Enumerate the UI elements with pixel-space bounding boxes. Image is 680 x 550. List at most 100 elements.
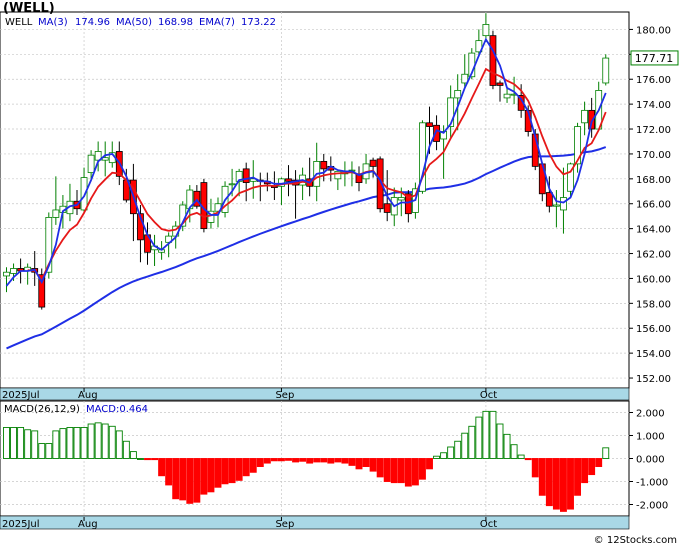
- macd-bar-positive: [80, 427, 88, 459]
- candle-up: [334, 170, 342, 180]
- ma50-line-group: [6, 146, 607, 350]
- macd-bar-negative: [186, 458, 194, 504]
- ma3-line: [5, 37, 607, 287]
- macd-bar-negative: [285, 458, 292, 461]
- candle-up: [447, 97, 455, 127]
- macd-bar-positive: [59, 428, 67, 459]
- candle-up: [397, 197, 405, 201]
- macd-bar-negative: [538, 458, 546, 496]
- macd-bar-negative: [369, 458, 377, 472]
- macd-bar-negative: [574, 458, 581, 496]
- legend-ma50-value: 168.98: [158, 17, 193, 28]
- candle-down: [545, 192, 553, 207]
- macd-x-axis: 2025Jul Aug Sep Oct: [2, 517, 497, 530]
- macd-bar-positive: [17, 427, 25, 459]
- legend-ema7-label: EMA(7): [199, 17, 235, 28]
- legend-ma50-label: MA(50): [116, 17, 152, 28]
- legend-ma3-value: 174.96: [75, 17, 110, 28]
- legend-ticker: WELL: [5, 17, 33, 28]
- macd-bar-negative: [270, 458, 278, 462]
- macd-bar-negative: [200, 458, 208, 495]
- candle-up: [454, 90, 462, 99]
- price-date-band: [0, 387, 630, 401]
- macd-bar-positive: [38, 443, 46, 459]
- candle-down: [383, 203, 391, 213]
- macd-bar-negative: [320, 458, 328, 463]
- macd-bar-negative: [362, 458, 370, 468]
- candle-up: [165, 235, 173, 243]
- macd-bar-positive: [66, 427, 74, 459]
- legend-ema7-value: 173.22: [241, 17, 276, 28]
- price-tick-label: 154.00: [636, 349, 671, 360]
- ema7-line: [27, 67, 607, 282]
- macd-bar-negative: [144, 458, 151, 461]
- macd-bar-positive: [510, 444, 518, 459]
- macd-bar-negative: [390, 458, 398, 484]
- macd-tick-label: -2.000: [636, 501, 668, 512]
- macd-bar-negative: [348, 458, 356, 466]
- macd-bar-negative: [179, 458, 187, 501]
- macd-bar-negative: [397, 458, 405, 484]
- macd-bar-positive: [602, 447, 610, 459]
- macd-y-axis: 2.000 1.000 0.000 -1.000 -2.000: [629, 409, 668, 512]
- candle-down: [426, 122, 433, 127]
- macd-bar-negative: [172, 458, 180, 500]
- macd-bar-negative: [313, 458, 321, 463]
- macd-bar-positive: [489, 410, 497, 459]
- macd-bar-negative: [221, 458, 229, 485]
- macd-bar-negative: [193, 458, 201, 503]
- macd-bar-negative: [531, 458, 539, 478]
- macd-bar-negative: [426, 458, 433, 470]
- price-tick-label: 164.00: [636, 225, 671, 236]
- macd-bar-negative: [355, 458, 363, 470]
- candle-up: [87, 154, 95, 174]
- candle-up: [560, 197, 567, 211]
- macd-bar-positive: [136, 458, 144, 460]
- candle-up: [482, 24, 490, 37]
- macd-bar-positive: [517, 454, 525, 459]
- legend-ma3-label: MA(3): [38, 17, 68, 28]
- macd-bar-negative: [228, 458, 236, 484]
- macd-bar-negative: [419, 458, 426, 480]
- macd-bar-positive: [433, 455, 440, 459]
- macd-bar-negative: [404, 458, 412, 487]
- macd-bar-positive: [454, 440, 462, 459]
- macd-bar-negative: [158, 458, 166, 477]
- candle-down: [320, 161, 328, 170]
- date-label: Sep: [275, 390, 294, 401]
- candle-up: [3, 271, 10, 277]
- macd-bar-negative: [306, 458, 314, 464]
- ema-line-group: [27, 67, 607, 282]
- price-tick-label: 168.00: [636, 175, 671, 186]
- ticker-title: (WELL): [3, 1, 55, 16]
- macd-bar-positive: [10, 427, 18, 459]
- macd-bars-group: [3, 410, 610, 512]
- macd-bar-positive: [475, 416, 483, 459]
- macd-bar-negative: [151, 458, 159, 461]
- macd-value-label: MACD:0.464: [86, 404, 148, 415]
- macd-bar-positive: [52, 430, 60, 459]
- macd-bar-negative: [552, 458, 560, 510]
- price-tick-label: 152.00: [636, 374, 671, 385]
- macd-tick-label: -1.000: [636, 478, 668, 489]
- ma3-line-group: [5, 37, 607, 287]
- macd-bar-negative: [383, 458, 391, 482]
- candle-down: [285, 178, 292, 182]
- macd-bar-positive: [24, 429, 32, 459]
- candle-up: [553, 204, 560, 207]
- macd-bar-positive: [108, 425, 116, 459]
- macd-date-band: [0, 515, 630, 530]
- last-price-badge: [630, 50, 679, 66]
- macd-bar-positive: [94, 422, 102, 459]
- candle-up: [228, 183, 236, 186]
- price-x-axis: 2025Jul Aug Sep Oct: [2, 388, 497, 401]
- macd-bar-negative: [581, 458, 589, 484]
- candle-up: [94, 151, 102, 161]
- price-tick-label: 174.00: [636, 100, 671, 111]
- candle-up: [52, 209, 60, 218]
- candle-up: [567, 163, 574, 192]
- macd-title: MACD(26,12,9): [4, 404, 80, 415]
- macd-bar-negative: [299, 458, 307, 462]
- price-tick-label: 158.00: [636, 299, 671, 310]
